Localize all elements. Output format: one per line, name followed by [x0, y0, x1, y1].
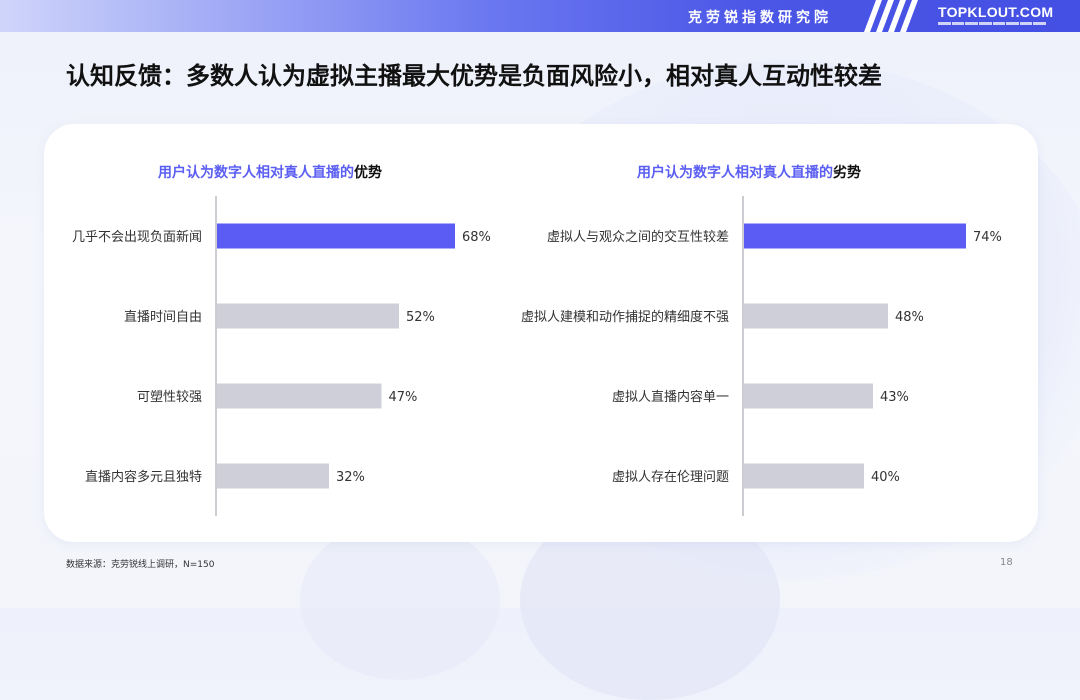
chart-card [44, 124, 1038, 542]
left-chart-title: 用户认为数字人相对真人直播的优势 [158, 162, 382, 182]
left-chart-bar [217, 463, 329, 489]
left-chart-bar [217, 303, 399, 329]
page-title: 认知反馈：多数人认为虚拟主播最大优势是负面风险小，相对真人互动性较差 [66, 62, 882, 90]
left-chart-title-accent: 优势 [354, 165, 382, 181]
stripes-decoration [864, 0, 918, 32]
right-chart-value-label: 48% [895, 310, 924, 325]
left-chart-category-label: 直播内容多元且独特 [85, 469, 202, 485]
page-number: 18 [1000, 557, 1013, 568]
left-chart-value-label: 47% [389, 390, 418, 405]
right-chart-title: 用户认为数字人相对真人直播的劣势 [637, 162, 861, 182]
left-chart-category-label: 直播时间自由 [124, 310, 202, 325]
right-chart-category-label: 虚拟人存在伦理问题 [612, 470, 729, 485]
right-chart-category-label: 虚拟人与观众之间的交互性较差 [547, 229, 729, 245]
header-bar: 克劳锐指数研究院 TOPKLOUT.COM [0, 0, 1080, 32]
left-chart-value-label: 68% [462, 230, 491, 245]
right-chart-bar [744, 223, 966, 249]
bar-charts: 几乎不会出现负面新闻 68% 直播时间自由 52% 可塑性较强 47% 直播内容多元且独特 3… [72, 196, 1002, 516]
right-chart-value-label: 74% [973, 230, 1002, 245]
logo: TOPKLOUT.COM [938, 4, 1054, 20]
logo-tagline-graphic [938, 21, 1046, 26]
left-chart-bar [217, 383, 382, 409]
right-chart-bar [744, 383, 873, 409]
right-chart-bar [744, 303, 888, 329]
left-chart-category-label: 可塑性较强 [137, 390, 202, 405]
left-chart-value-label: 32% [336, 470, 365, 485]
data-source-note: 数据来源：克劳锐线上调研，N=150 [66, 560, 215, 570]
right-chart-value-label: 43% [880, 390, 909, 405]
right-chart-value-label: 40% [871, 470, 900, 485]
right-chart-category-label: 虚拟人建模和动作捕捉的精细度不强 [521, 309, 729, 325]
right-chart-bar [744, 463, 864, 489]
left-chart-value-label: 52% [406, 310, 435, 325]
right-chart-category-label: 虚拟人直播内容单一 [612, 389, 729, 405]
left-chart-category-label: 几乎不会出现负面新闻 [72, 229, 202, 245]
right-chart-title-accent: 劣势 [833, 165, 861, 181]
left-chart-bar [217, 223, 455, 249]
left-chart-title-main: 用户认为数字人相对真人直播的 [158, 165, 354, 181]
brand-name: 克劳锐指数研究院 [688, 10, 832, 26]
right-chart-title-main: 用户认为数字人相对真人直播的 [637, 165, 833, 181]
